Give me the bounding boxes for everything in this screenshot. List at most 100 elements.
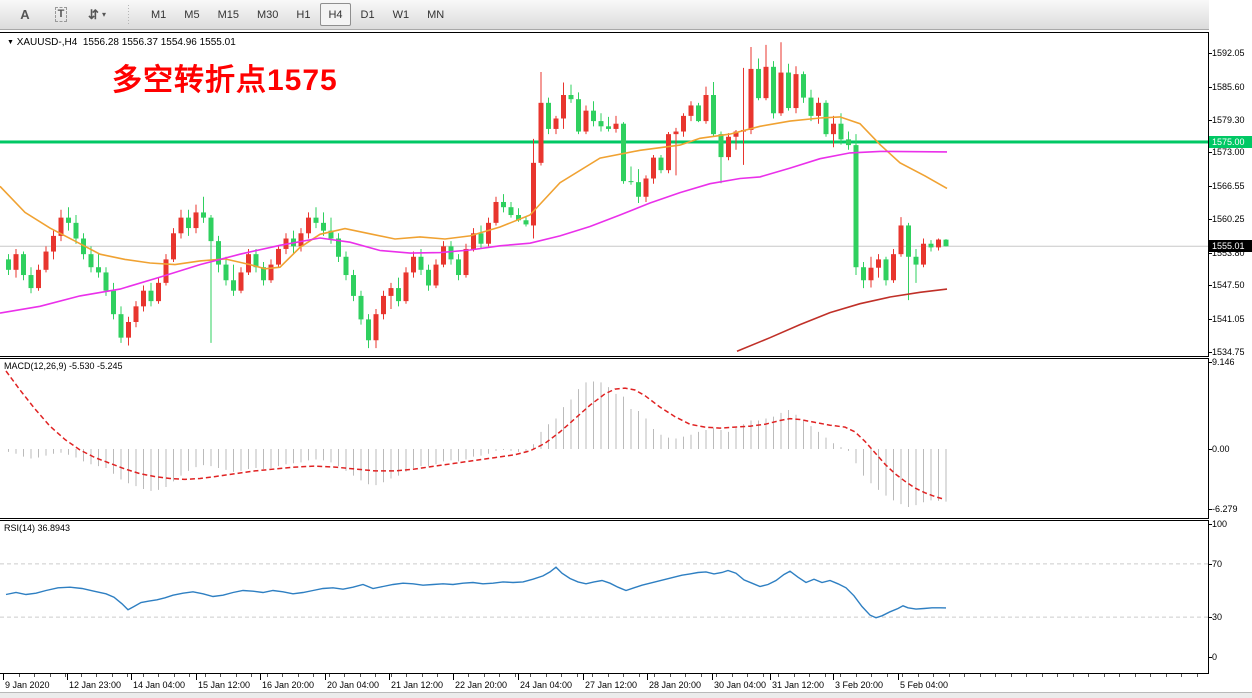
time-minor-tick bbox=[158, 674, 159, 677]
price-tick-label: 30 bbox=[1208, 612, 1223, 623]
time-tick-label: 9 Jan 2020 bbox=[5, 680, 50, 690]
arrow-objects-tool-icon: ⇵ bbox=[88, 6, 99, 22]
panel-separator[interactable] bbox=[0, 356, 1209, 359]
time-tick-label: 31 Jan 12:00 bbox=[772, 680, 825, 690]
arrow-objects-tool[interactable]: ⇵ ▾ bbox=[80, 3, 114, 26]
collapse-marker-icon[interactable]: ▼ bbox=[7, 39, 14, 46]
timeframe-button-D1[interactable]: D1 bbox=[360, 8, 375, 21]
timeframe-button-M5[interactable]: M5 bbox=[184, 8, 200, 21]
panel-separator[interactable] bbox=[0, 518, 1209, 521]
drawing-tools-group: A T ⇵ ▾ bbox=[0, 3, 122, 26]
time-minor-tick bbox=[1197, 674, 1198, 677]
time-minor-tick bbox=[422, 674, 423, 677]
time-minor-tick bbox=[577, 674, 578, 677]
time-major-tick bbox=[196, 674, 197, 680]
time-minor-tick bbox=[499, 674, 500, 677]
time-major-tick bbox=[131, 674, 132, 680]
time-minor-tick bbox=[561, 674, 562, 677]
time-minor-tick bbox=[809, 674, 810, 677]
time-minor-tick bbox=[298, 674, 299, 677]
time-minor-tick bbox=[825, 674, 826, 677]
symbol-title: XAUUSD-,H4 1556.28 1556.37 1554.96 1555.… bbox=[16, 37, 236, 48]
time-minor-tick bbox=[391, 674, 392, 677]
time-minor-tick bbox=[778, 674, 779, 677]
time-minor-tick bbox=[530, 674, 531, 677]
time-minor-tick bbox=[856, 674, 857, 677]
rsi-label: RSI(14) 36.8943 bbox=[4, 523, 71, 533]
time-minor-tick bbox=[282, 674, 283, 677]
time-minor-tick bbox=[747, 674, 748, 677]
time-minor-tick bbox=[127, 674, 128, 677]
timeframe-button-M1[interactable]: M1 bbox=[151, 8, 167, 21]
hline-price-badge: 1575.00 bbox=[1209, 135, 1252, 148]
time-minor-tick bbox=[189, 674, 190, 677]
time-minor-tick bbox=[623, 674, 624, 677]
time-major-tick bbox=[833, 674, 834, 680]
time-minor-tick bbox=[1073, 674, 1074, 677]
macd-chart[interactable] bbox=[0, 359, 1208, 518]
time-major-tick bbox=[518, 674, 519, 680]
time-minor-tick bbox=[1088, 674, 1089, 677]
label-tool-icon: A bbox=[20, 7, 30, 22]
rsi-panel[interactable]: RSI(14) 36.8943 bbox=[0, 521, 1208, 673]
time-minor-tick bbox=[34, 674, 35, 677]
time-tick-label: 21 Jan 12:00 bbox=[391, 680, 444, 690]
time-minor-tick bbox=[639, 674, 640, 677]
time-minor-tick bbox=[670, 674, 671, 677]
time-axis[interactable]: 9 Jan 2020 12 Jan 23:00 14 Jan 04:00 15 Jan… bbox=[0, 674, 1209, 692]
time-major-tick bbox=[770, 674, 771, 680]
price-tick-label: 1534.75 bbox=[1209, 347, 1245, 357]
price-tick-label: 1553.80 bbox=[1209, 247, 1245, 258]
price-tick-label: 0 bbox=[1208, 652, 1218, 662]
time-major-tick bbox=[453, 674, 454, 680]
status-strip bbox=[0, 692, 1252, 698]
chart-annotation-text: 多空转折点1575 bbox=[112, 64, 338, 97]
time-minor-tick bbox=[995, 674, 996, 677]
timeframe-button-H1[interactable]: H1 bbox=[296, 8, 311, 21]
time-tick-label: 3 Feb 20:00 bbox=[835, 680, 884, 690]
time-minor-tick bbox=[887, 674, 888, 677]
time-tick-label: 5 Feb 04:00 bbox=[900, 680, 949, 690]
price-tick-label: 70 bbox=[1208, 558, 1223, 569]
price-chart[interactable] bbox=[0, 33, 1208, 356]
time-minor-tick bbox=[871, 674, 872, 677]
toolbar: A T ⇵ ▾ M1 M5 M15 M30 H1 H4 D1 W1 MN bbox=[0, 0, 1252, 30]
time-minor-tick bbox=[1057, 674, 1058, 677]
macd-panel[interactable]: MACD(12,26,9) -5.530 -5.245 bbox=[0, 359, 1208, 518]
timeframe-button-W1[interactable]: W1 bbox=[392, 8, 410, 21]
timeframe-button-M30[interactable]: M30 bbox=[256, 8, 279, 21]
macd-label: MACD(12,26,9) -5.530 -5.245 bbox=[4, 361, 123, 371]
label-tool[interactable]: A bbox=[8, 3, 42, 26]
time-tick-label: 12 Jan 23:00 bbox=[69, 680, 122, 690]
rsi-chart[interactable] bbox=[0, 521, 1208, 673]
time-minor-tick bbox=[1181, 674, 1182, 677]
time-minor-tick bbox=[840, 674, 841, 677]
time-tick-label: 15 Jan 12:00 bbox=[198, 680, 251, 690]
time-tick-label: 22 Jan 20:00 bbox=[455, 680, 508, 690]
time-minor-tick bbox=[1011, 674, 1012, 677]
time-major-tick bbox=[712, 674, 713, 680]
time-minor-tick bbox=[685, 674, 686, 677]
time-tick-label: 20 Jan 04:00 bbox=[327, 680, 380, 690]
timeframe-button-MN[interactable]: MN bbox=[427, 8, 445, 21]
text-box-tool[interactable]: T bbox=[44, 3, 78, 26]
timeframe-button-M15[interactable]: M15 bbox=[217, 8, 239, 21]
price-tick-label: 1585.60 bbox=[1209, 81, 1245, 92]
time-major-tick bbox=[67, 674, 68, 680]
time-minor-tick bbox=[267, 674, 268, 677]
time-tick-label: 28 Jan 20:00 bbox=[649, 680, 702, 690]
price-tick-label: 9.146 bbox=[1209, 357, 1235, 367]
price-tick-label: 1541.05 bbox=[1209, 314, 1245, 325]
time-major-tick bbox=[389, 674, 390, 680]
time-minor-tick bbox=[65, 674, 66, 677]
price-tick-label: 1592.05 bbox=[1209, 48, 1245, 58]
time-minor-tick bbox=[1166, 674, 1167, 677]
timeframe-button-H4[interactable]: H4 bbox=[320, 3, 351, 26]
time-minor-tick bbox=[50, 674, 51, 677]
time-minor-tick bbox=[437, 674, 438, 677]
time-minor-tick bbox=[918, 674, 919, 677]
price-panel[interactable]: ▼ XAUUSD-,H4 1556.28 1556.37 1554.96 155… bbox=[0, 33, 1208, 356]
price-axis[interactable]: 1592.05 1585.60 1579.30 1573.00 1566.55 1560.… bbox=[1208, 0, 1252, 698]
time-tick-label: 27 Jan 12:00 bbox=[585, 680, 638, 690]
time-minor-tick bbox=[220, 674, 221, 677]
